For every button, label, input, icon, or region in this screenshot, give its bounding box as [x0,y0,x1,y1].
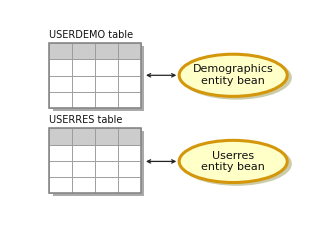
Bar [118,92,140,108]
Bar [49,145,72,161]
Bar [118,76,140,92]
Bar [49,76,72,92]
Bar [53,131,144,196]
Bar [118,161,140,177]
Bar [95,145,118,161]
Ellipse shape [179,140,287,183]
Bar [95,177,118,193]
Bar [49,161,72,177]
Bar [118,129,140,145]
Bar [72,76,95,92]
Bar [49,60,72,76]
Text: USERDEMO table: USERDEMO table [49,30,133,40]
Bar [118,145,140,161]
Bar [72,60,95,76]
Bar [49,177,72,193]
Bar [72,177,95,193]
Bar [95,161,118,177]
Bar [72,43,95,60]
Bar [72,161,95,177]
Bar [95,76,118,92]
Bar [72,129,95,145]
Bar [95,92,118,108]
Text: Userres
entity bean: Userres entity bean [201,151,265,172]
Bar [49,43,72,60]
Bar [95,60,118,76]
Bar [49,43,140,108]
Bar [95,43,118,60]
Bar [49,129,72,145]
Text: Demographics
entity bean: Demographics entity bean [193,64,274,86]
Bar [118,60,140,76]
Bar [72,145,95,161]
Bar [118,43,140,60]
Bar [118,177,140,193]
Ellipse shape [181,142,292,186]
Ellipse shape [179,54,287,96]
Bar [53,46,144,111]
Bar [49,92,72,108]
Bar [49,129,140,193]
Bar [95,129,118,145]
Bar [72,92,95,108]
Text: USERRES table: USERRES table [49,115,123,125]
Ellipse shape [181,56,292,100]
